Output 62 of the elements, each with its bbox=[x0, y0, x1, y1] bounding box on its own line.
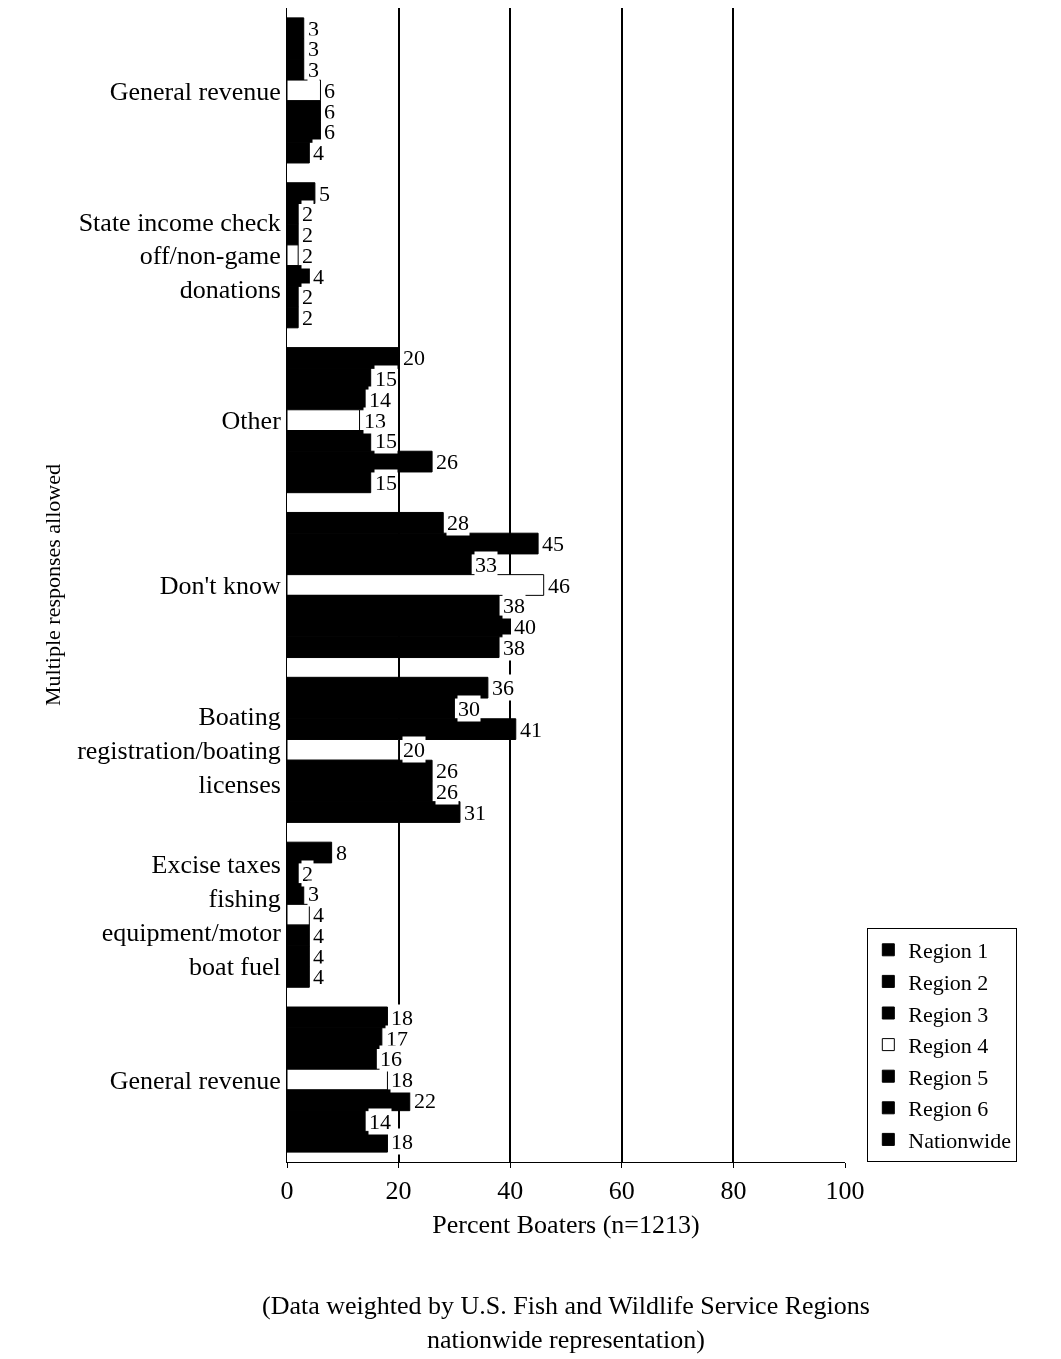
data-label: 14 bbox=[369, 387, 391, 412]
data-label: 18 bbox=[391, 1129, 413, 1154]
data-label: 15 bbox=[375, 366, 397, 391]
data-label: 3 bbox=[308, 57, 319, 82]
x-tick-label: 60 bbox=[608, 1176, 635, 1206]
y-tick-label: Don't know bbox=[159, 571, 282, 601]
data-label: 45 bbox=[542, 531, 564, 556]
text: (Data weighted by U.S. Fish and Wildlife Service Regions nationwide representation) bbox=[262, 1291, 870, 1354]
data-label: 31 bbox=[464, 800, 486, 825]
data-label: 3 bbox=[308, 36, 319, 61]
data-label: 20 bbox=[403, 737, 425, 762]
data-label: 6 bbox=[324, 119, 335, 144]
data-label: 14 bbox=[369, 1109, 391, 1134]
data-label: 41 bbox=[520, 717, 542, 742]
data-label: 36 bbox=[492, 675, 514, 700]
data-label: 18 bbox=[391, 1067, 413, 1092]
data-label: 46 bbox=[548, 573, 570, 598]
data-label: 4 bbox=[313, 264, 324, 289]
data-label: 2 bbox=[302, 201, 313, 226]
data-label: 2 bbox=[302, 243, 313, 268]
legend-label: Region 6 bbox=[908, 1096, 989, 1122]
legend-label: Region 4 bbox=[908, 1033, 989, 1059]
data-label: 3 bbox=[308, 881, 319, 906]
x-tick-label: 0 bbox=[280, 1176, 294, 1206]
y-axis-title: Multiple responses allowed bbox=[39, 464, 65, 706]
legend-label: Region 5 bbox=[908, 1064, 989, 1090]
data-label: 17 bbox=[386, 1026, 408, 1051]
data-label: 28 bbox=[447, 510, 469, 535]
y-tick-label: General revenue bbox=[109, 1065, 281, 1095]
y-tick-label: Boating registration/boating licenses bbox=[77, 702, 281, 799]
x-tick-label: 80 bbox=[720, 1176, 747, 1206]
x-axis-title: Percent Boaters (n=1213) bbox=[432, 1209, 700, 1239]
data-label: 22 bbox=[414, 1088, 436, 1113]
data-label: 16 bbox=[380, 1046, 402, 1071]
y-tick-label: General revenue bbox=[109, 76, 281, 106]
y-tick-label: State income check off/non-game donations bbox=[78, 207, 281, 305]
data-label: 38 bbox=[503, 593, 525, 618]
data-label: 20 bbox=[403, 345, 425, 370]
legend-label: Region 3 bbox=[908, 1001, 989, 1027]
data-label: 13 bbox=[364, 408, 386, 433]
data-label: 30 bbox=[458, 696, 480, 721]
data-label: 15 bbox=[375, 428, 397, 453]
data-label: 4 bbox=[313, 964, 324, 989]
data-label: 8 bbox=[336, 840, 347, 865]
y-tick-label: Excise taxes fishing equipment/motor boat fuel bbox=[101, 850, 282, 981]
x-tick-label: 20 bbox=[385, 1176, 412, 1206]
legend-label: Region 2 bbox=[908, 969, 989, 995]
data-label: 26 bbox=[436, 779, 458, 804]
legend-label: Nationwide bbox=[908, 1127, 1011, 1153]
data-label: 4 bbox=[313, 140, 324, 165]
data-label: 15 bbox=[375, 470, 397, 495]
legend-label: Region 1 bbox=[908, 938, 989, 964]
data-label: 2 bbox=[302, 861, 313, 886]
data-label: 5 bbox=[319, 181, 330, 206]
data-label: 38 bbox=[503, 635, 525, 660]
data-label: 26 bbox=[436, 449, 458, 474]
x-tick-label: 40 bbox=[497, 1176, 524, 1206]
data-label: 18 bbox=[391, 1005, 413, 1030]
data-label: 2 bbox=[302, 284, 313, 309]
y-tick-label: Other bbox=[221, 406, 282, 436]
x-tick-label: 100 bbox=[825, 1176, 865, 1206]
data-label: 33 bbox=[475, 552, 497, 577]
